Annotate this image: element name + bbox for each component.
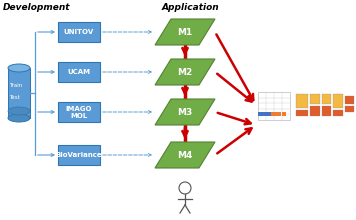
Bar (345, 96, 354, 104)
Text: M2: M2 (177, 68, 193, 77)
Polygon shape (155, 19, 215, 45)
Bar (345, 106, 354, 112)
Bar (271, 112, 281, 116)
Bar (258, 112, 271, 116)
Bar (296, 110, 308, 116)
Text: M3: M3 (177, 108, 193, 117)
Bar (322, 106, 331, 116)
Ellipse shape (8, 107, 30, 115)
Text: Train: Train (9, 83, 22, 88)
Polygon shape (155, 142, 215, 168)
FancyBboxPatch shape (58, 102, 100, 122)
Bar (310, 106, 320, 116)
Ellipse shape (8, 64, 30, 72)
Bar (322, 94, 331, 104)
Bar (258, 92, 290, 120)
Polygon shape (155, 99, 215, 125)
FancyBboxPatch shape (58, 62, 100, 82)
FancyBboxPatch shape (58, 145, 100, 165)
Text: Development: Development (3, 3, 70, 12)
Text: Application: Application (162, 3, 220, 12)
Text: M1: M1 (177, 28, 193, 37)
Text: UNITOV: UNITOV (64, 29, 94, 35)
Bar (282, 112, 286, 116)
Polygon shape (155, 59, 215, 85)
Ellipse shape (8, 114, 30, 122)
Text: BioVariance: BioVariance (56, 152, 102, 158)
Bar (333, 110, 343, 116)
FancyBboxPatch shape (58, 22, 100, 42)
Bar (8, 68, 30, 118)
Bar (296, 94, 308, 108)
Text: M4: M4 (177, 150, 193, 160)
Text: IMAGO
MOL: IMAGO MOL (66, 106, 92, 119)
Bar (333, 94, 343, 108)
Bar (310, 94, 320, 104)
Text: UCAM: UCAM (68, 69, 90, 75)
Text: Test: Test (9, 95, 20, 99)
